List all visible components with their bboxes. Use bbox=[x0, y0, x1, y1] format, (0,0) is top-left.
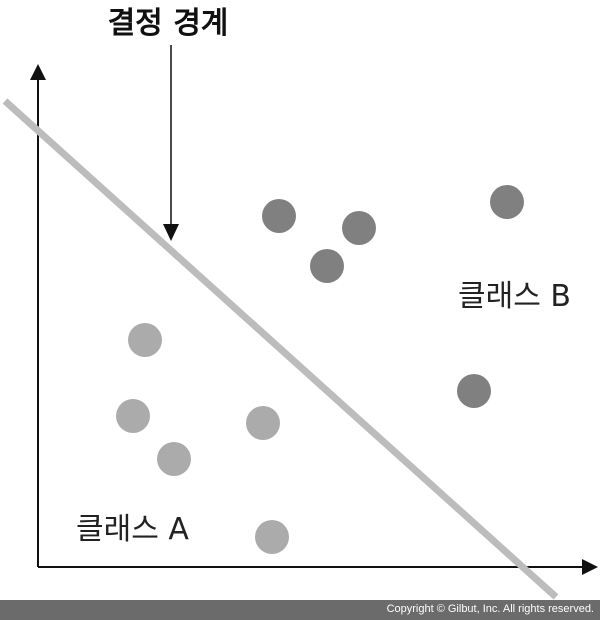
copyright-footer: Copyright © Gilbut, Inc. All rights rese… bbox=[0, 600, 600, 620]
class-b-label: 클래스 B bbox=[458, 279, 571, 314]
decision-boundary-diagram: 결정 경계 클래스 B 클래스 A bbox=[2, 6, 598, 600]
boundary-title: 결정 경계 bbox=[108, 6, 229, 41]
class-a-point bbox=[116, 399, 150, 433]
decision-boundary-line bbox=[2, 98, 559, 600]
x-axis-arrowhead bbox=[582, 559, 598, 575]
class-a-label: 클래스 A bbox=[76, 512, 189, 547]
copyright-text: Copyright © Gilbut, Inc. All rights rese… bbox=[386, 603, 594, 615]
class-b-point bbox=[490, 185, 524, 219]
y-axis-arrowhead bbox=[30, 64, 46, 80]
class-b-point bbox=[457, 374, 491, 408]
class-b-point bbox=[262, 199, 296, 233]
class-a-point bbox=[128, 323, 162, 357]
class-b-point bbox=[342, 211, 376, 245]
class-b-point bbox=[310, 249, 344, 283]
class-a-point bbox=[255, 520, 289, 554]
boundary-pointer-arrowhead bbox=[163, 224, 179, 241]
class-a-point bbox=[246, 406, 280, 440]
class-a-point bbox=[157, 442, 191, 476]
